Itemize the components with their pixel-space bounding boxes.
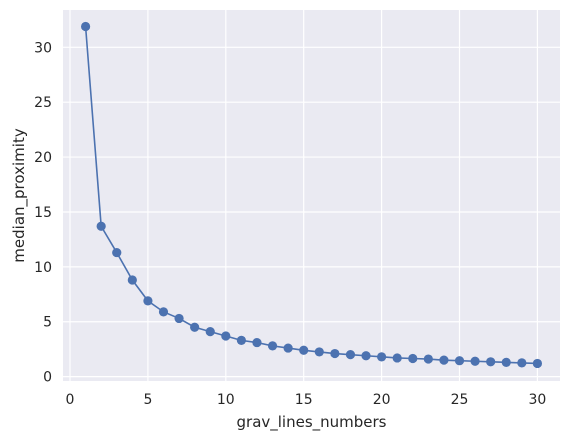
data-point xyxy=(236,335,246,345)
data-point xyxy=(221,331,231,341)
y-tick-label: 25 xyxy=(34,95,52,111)
data-point xyxy=(454,356,465,366)
data-point xyxy=(532,358,543,369)
data-point xyxy=(361,351,371,361)
x-tick-label: 30 xyxy=(528,392,546,408)
y-axis-label: median_proximity xyxy=(10,128,29,263)
data-point xyxy=(330,348,340,359)
data-point xyxy=(283,343,293,353)
data-point xyxy=(267,341,278,351)
y-tick-labels: 0 5 10 15 20 25 30 xyxy=(34,40,52,385)
y-tick-label: 20 xyxy=(34,150,52,166)
data-point xyxy=(299,345,309,355)
x-tick-labels: 0 5 10 15 20 25 30 xyxy=(66,392,547,408)
data-point xyxy=(174,313,184,324)
x-tick-label: 15 xyxy=(295,392,313,408)
data-point xyxy=(158,307,169,317)
data-point xyxy=(377,352,387,362)
data-point xyxy=(345,350,356,360)
grid-lines xyxy=(63,10,560,381)
data-point xyxy=(143,296,153,306)
y-tick-label: 5 xyxy=(43,315,52,331)
data-point xyxy=(423,354,433,364)
data-point xyxy=(408,353,418,364)
data-point xyxy=(501,357,511,367)
y-tick-label: 30 xyxy=(34,40,52,56)
data-point xyxy=(314,347,324,357)
data-point xyxy=(112,247,122,258)
data-point xyxy=(486,357,496,367)
y-tick-label: 0 xyxy=(43,370,52,386)
y-tick-label: 10 xyxy=(34,260,52,276)
data-point xyxy=(80,21,91,32)
data-point xyxy=(190,322,200,332)
x-axis-label: grav_lines_numbers xyxy=(237,413,387,432)
y-tick-label: 15 xyxy=(34,205,52,221)
data-point xyxy=(517,358,527,368)
data-point xyxy=(392,353,402,363)
data-point xyxy=(127,275,137,285)
data-point xyxy=(205,327,215,337)
plot-area xyxy=(63,10,560,381)
x-tick-label: 25 xyxy=(451,392,469,408)
x-tick-label: 20 xyxy=(373,392,391,408)
x-tick-label: 5 xyxy=(143,392,152,408)
x-tick-label: 10 xyxy=(217,392,235,408)
data-point xyxy=(96,221,106,231)
data-point xyxy=(470,356,480,366)
x-tick-label: 0 xyxy=(66,392,75,408)
data-point xyxy=(439,355,449,365)
data-point xyxy=(252,337,262,348)
series-group xyxy=(80,21,543,369)
